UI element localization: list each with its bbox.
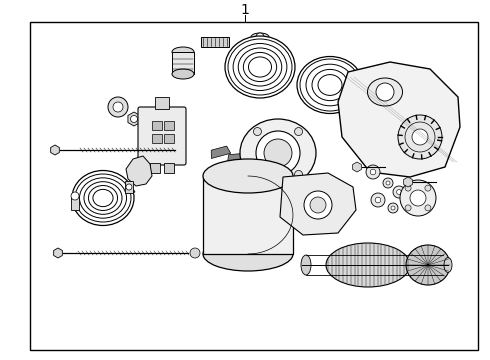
Polygon shape — [253, 181, 303, 191]
Circle shape — [396, 190, 401, 194]
Circle shape — [130, 116, 138, 122]
Circle shape — [294, 127, 302, 136]
Circle shape — [375, 197, 381, 203]
Ellipse shape — [251, 33, 269, 41]
Circle shape — [256, 33, 264, 41]
Ellipse shape — [301, 255, 311, 275]
Circle shape — [386, 181, 390, 185]
Circle shape — [264, 139, 292, 167]
Polygon shape — [126, 187, 135, 194]
Ellipse shape — [225, 36, 295, 98]
Polygon shape — [280, 173, 356, 235]
Circle shape — [400, 180, 436, 216]
Bar — [150, 163, 160, 173]
Polygon shape — [50, 145, 59, 155]
Polygon shape — [126, 156, 152, 186]
Circle shape — [410, 190, 426, 206]
Ellipse shape — [172, 47, 194, 57]
Circle shape — [405, 185, 411, 191]
Bar — [152, 121, 162, 130]
Circle shape — [388, 203, 398, 213]
Circle shape — [383, 178, 393, 188]
Polygon shape — [54, 248, 62, 258]
Bar — [164, 121, 174, 130]
Ellipse shape — [444, 257, 452, 273]
Circle shape — [425, 205, 431, 211]
Ellipse shape — [203, 237, 293, 271]
Bar — [125, 181, 133, 193]
Circle shape — [371, 193, 385, 207]
Bar — [164, 134, 174, 143]
Polygon shape — [353, 162, 361, 172]
Circle shape — [253, 170, 262, 179]
Circle shape — [310, 197, 326, 213]
Ellipse shape — [72, 171, 134, 225]
Circle shape — [425, 185, 431, 191]
Ellipse shape — [203, 159, 293, 193]
Circle shape — [190, 248, 200, 258]
Circle shape — [304, 191, 332, 219]
Ellipse shape — [406, 245, 450, 285]
Circle shape — [366, 165, 380, 179]
Circle shape — [256, 131, 300, 175]
Bar — [203, 176, 293, 254]
Bar — [201, 37, 229, 47]
Circle shape — [253, 127, 262, 136]
Circle shape — [272, 183, 284, 195]
Polygon shape — [227, 153, 247, 163]
Circle shape — [405, 205, 411, 211]
Ellipse shape — [368, 78, 402, 106]
Polygon shape — [128, 112, 140, 126]
Ellipse shape — [297, 57, 363, 113]
Ellipse shape — [240, 119, 316, 187]
Bar — [164, 163, 174, 173]
Text: 1: 1 — [241, 3, 249, 17]
Circle shape — [370, 169, 376, 175]
Ellipse shape — [326, 243, 410, 287]
Circle shape — [391, 206, 395, 210]
Polygon shape — [338, 62, 460, 177]
Bar — [71, 196, 79, 210]
Circle shape — [71, 192, 79, 200]
Circle shape — [376, 83, 394, 101]
Circle shape — [113, 102, 123, 112]
Polygon shape — [243, 148, 262, 158]
Circle shape — [294, 170, 302, 179]
Circle shape — [412, 129, 428, 145]
Ellipse shape — [172, 69, 194, 79]
Bar — [152, 134, 162, 143]
Circle shape — [393, 186, 405, 198]
Circle shape — [398, 115, 442, 159]
Polygon shape — [211, 146, 231, 158]
Bar — [172, 52, 194, 74]
FancyBboxPatch shape — [138, 107, 186, 165]
Circle shape — [108, 97, 128, 117]
Circle shape — [126, 184, 132, 190]
Polygon shape — [404, 177, 412, 187]
Bar — [155, 97, 169, 109]
